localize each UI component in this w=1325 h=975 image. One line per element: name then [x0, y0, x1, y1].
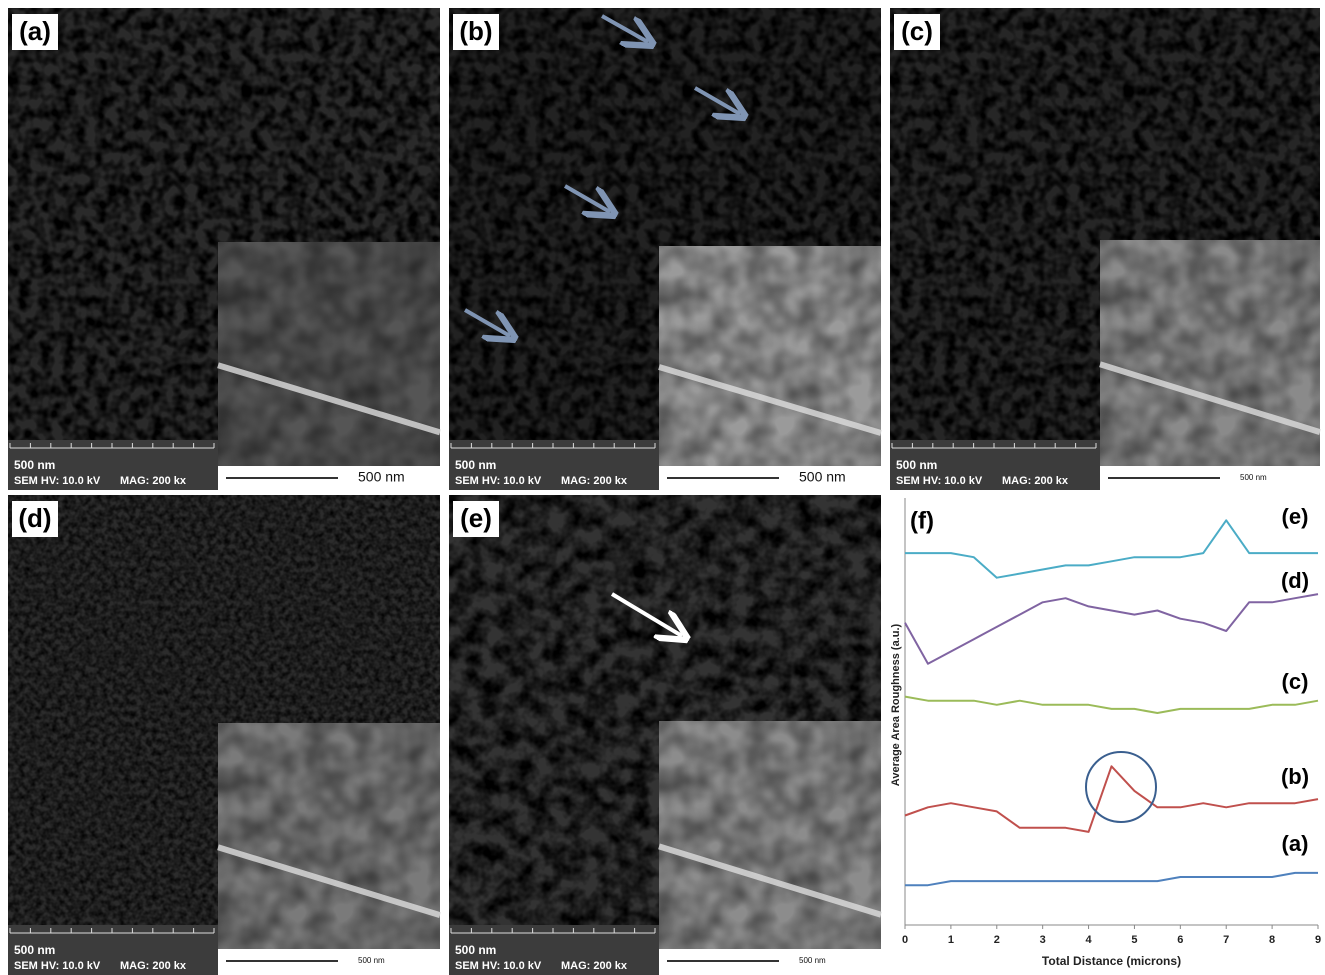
panel-label-box	[453, 14, 499, 50]
arrow	[610, 592, 682, 636]
inset-edge	[217, 362, 441, 436]
x-axis-label: Total Distance (microns)	[1042, 954, 1181, 968]
magnification-text: MAG: 200 kx	[120, 475, 187, 487]
panel-label: (b)	[459, 16, 492, 46]
series-label: (c)	[1282, 669, 1309, 694]
panel-label-box	[453, 501, 499, 537]
scale-text: 500 nm	[455, 943, 496, 957]
panel-label-box	[12, 501, 58, 537]
inset: 500 nm	[217, 242, 441, 490]
panel-label-box	[894, 14, 940, 50]
arrow	[693, 86, 740, 114]
series-line	[905, 871, 1318, 887]
magnification-text: MAG: 200 kx	[561, 960, 628, 972]
panel-label: (c)	[901, 16, 933, 46]
inset-scale-text: 500 nm	[358, 956, 385, 965]
voltage-text: SEM HV: 10.0 kV	[14, 475, 101, 487]
voltage-text: SEM HV: 10.0 kV	[455, 475, 542, 487]
inset-edge	[217, 844, 441, 918]
inset-edge	[658, 364, 882, 436]
arrow	[463, 308, 510, 336]
inset-scale-text: 500 nm	[799, 956, 826, 965]
roughness-chart: 0 1 2 3 4 5 6 7 8 9 Total Distance (microns) Averag…	[890, 498, 1321, 968]
series-label: (a)	[1282, 831, 1309, 856]
x-tick-label: 1	[948, 934, 954, 946]
sem-panel: 500 nm SEM HV: 10.0 kV MAG: 200 kx 500 nm (c…	[890, 8, 1321, 490]
sem-panel: 500 nm SEM HV: 10.0 kV MAG: 200 kx 500 nm (d…	[8, 495, 441, 975]
magnification-text: MAG: 200 kx	[1002, 475, 1069, 487]
inset: 500 nm	[217, 723, 441, 975]
panel-label: (a)	[19, 16, 51, 46]
panel-label: (f)	[910, 507, 934, 534]
sem-panel: 500 nm SEM HV: 10.0 kV MAG: 200 kx 500 nm (a…	[8, 8, 441, 490]
panel-label: (d)	[18, 503, 51, 533]
x-tick-label: 3	[1040, 934, 1046, 946]
inset-texture	[1100, 240, 1320, 466]
arrow	[601, 14, 648, 42]
highlight-circle	[1085, 751, 1157, 823]
inset-edge	[658, 843, 882, 918]
series-label: (b)	[1281, 764, 1309, 789]
panel-label: (e)	[460, 503, 492, 533]
series-label: (d)	[1281, 568, 1309, 593]
arrows	[463, 14, 740, 636]
voltage-text: SEM HV: 10.0 kV	[896, 475, 983, 487]
inset-texture	[659, 721, 881, 949]
magnification-text: MAG: 200 kx	[120, 960, 187, 972]
arrow	[563, 184, 610, 212]
inset: 500 nm	[1099, 240, 1321, 490]
inset: 500 nm	[658, 721, 882, 975]
series-line	[904, 593, 1319, 665]
x-tick-label: 4	[1085, 934, 1092, 946]
series-label: (e)	[1282, 504, 1309, 529]
x-tick-label: 6	[1177, 934, 1183, 946]
voltage-text: SEM HV: 10.0 kV	[14, 960, 101, 972]
inset-scale-text: 500 nm	[1240, 473, 1267, 482]
sem-panel: 500 nm SEM HV: 10.0 kV MAG: 200 kx 500 nm (e…	[449, 495, 882, 975]
panel-label-box	[12, 14, 58, 50]
sem-panels: 500 nm SEM HV: 10.0 kV MAG: 200 kx 500 nm (a…	[8, 8, 1321, 975]
inset-scale-text: 500 nm	[358, 469, 405, 485]
x-tick-label: 0	[902, 934, 908, 946]
inset-scale-text: 500 nm	[799, 469, 846, 485]
inset-texture	[218, 723, 440, 949]
inset-texture	[218, 242, 440, 466]
sem-panel: 500 nm SEM HV: 10.0 kV MAG: 200 kx 500 nm (b…	[449, 8, 882, 490]
voltage-text: SEM HV: 10.0 kV	[455, 960, 542, 972]
scale-text: 500 nm	[896, 458, 937, 472]
inset: 500 nm	[658, 246, 882, 490]
scale-text: 500 nm	[14, 458, 55, 472]
scale-text: 500 nm	[14, 943, 55, 957]
magnification-text: MAG: 200 kx	[561, 475, 628, 487]
x-tick-label: 7	[1223, 934, 1229, 946]
y-axis-label: Average Area Roughness (a.u.)	[890, 623, 902, 786]
series-line	[905, 519, 1318, 579]
inset-edge	[1099, 361, 1321, 435]
x-tick-label: 5	[1131, 934, 1137, 946]
x-tick-label: 2	[994, 934, 1000, 946]
series-line	[904, 695, 1319, 714]
x-tick-label: 9	[1315, 934, 1321, 946]
scale-text: 500 nm	[455, 458, 496, 472]
inset-texture	[659, 246, 881, 466]
x-tick-label: 8	[1269, 934, 1275, 946]
series-line	[904, 765, 1319, 833]
